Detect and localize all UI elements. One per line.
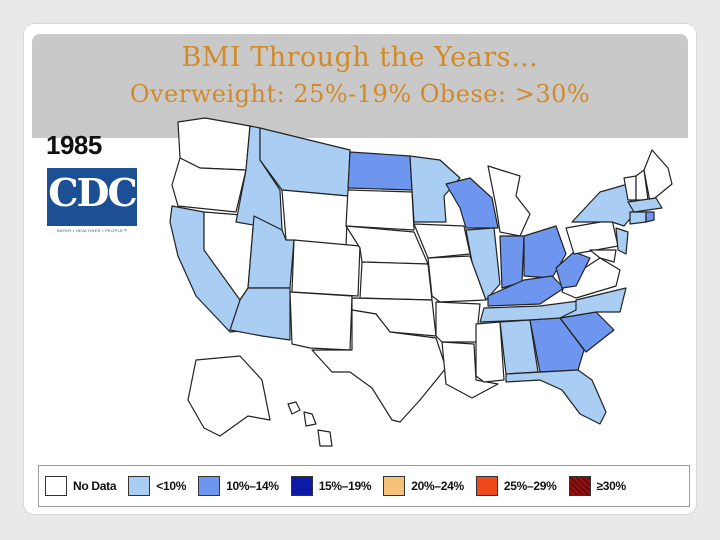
map-year: 1985: [46, 130, 102, 160]
legend-swatch: [475, 476, 498, 496]
cdc-logo-text: CDC: [48, 170, 137, 215]
legend-swatch: [383, 476, 406, 496]
state-hawaii-2: [303, 411, 317, 427]
state-maryland: [589, 249, 617, 263]
legend-label: 15%–19%: [318, 479, 372, 493]
state-alaska: [187, 355, 271, 437]
state-new-mexico: [289, 291, 353, 351]
legend-label: <10%: [156, 479, 187, 493]
state-oregon: [171, 157, 247, 213]
state-mississippi: [475, 321, 505, 383]
state-west-virginia: [555, 251, 591, 289]
legend-item: No Data: [45, 476, 117, 496]
state-kansas: [359, 261, 433, 301]
state-new-york: [571, 183, 635, 227]
state-connecticut: [629, 211, 647, 225]
legend-swatch: [128, 476, 151, 496]
legend-swatch: [290, 476, 313, 496]
legend-label: 10%–14%: [226, 479, 279, 493]
state-maine: [643, 149, 673, 203]
legend-item: 10%–14%: [198, 476, 279, 496]
state-colorado: [291, 239, 361, 297]
state-arizona: [229, 287, 291, 341]
legend-item: 25%–29%: [475, 476, 557, 496]
map-legend: No Data <10% 10%–14% 15%–19% 20%–24% 25%…: [38, 465, 690, 507]
legend-swatch: [45, 476, 67, 496]
state-wisconsin: [445, 177, 499, 229]
state-missouri: [427, 255, 487, 303]
title-banner: BMI Through the Years… Overweight: 25%-1…: [32, 34, 688, 138]
legend-swatch: [198, 476, 221, 496]
state-rhode-island: [645, 211, 655, 223]
state-indiana: [499, 235, 525, 289]
state-north-carolina: [559, 287, 627, 319]
slide-subtitle: Overweight: 25%-19% Obese: >30%: [129, 80, 591, 108]
legend-item: 15%–19%: [290, 476, 372, 496]
state-florida: [505, 369, 607, 425]
state-minnesota: [409, 155, 461, 223]
state-new-jersey: [615, 227, 629, 255]
state-wyoming: [281, 189, 349, 247]
state-south-dakota: [345, 189, 415, 231]
state-illinois: [465, 227, 501, 301]
legend-swatch: [568, 476, 591, 496]
legend-item: 20%–24%: [383, 476, 464, 496]
slide-title: BMI Through the Years…: [181, 42, 539, 73]
state-arkansas: [435, 301, 481, 343]
state-pennsylvania: [565, 219, 619, 255]
legend-label: 20%–24%: [411, 479, 464, 493]
state-hawaii: [287, 401, 301, 415]
legend-label: 25%–29%: [503, 479, 557, 493]
legend-item: ≥30%: [568, 476, 627, 496]
state-georgia: [529, 317, 585, 373]
state-north-dakota: [347, 151, 413, 191]
state-hawaii-3: [317, 429, 333, 447]
legend-label: No Data: [73, 479, 117, 493]
state-michigan: [487, 165, 531, 237]
cdc-logo: CDC: [47, 168, 138, 226]
legend-item: <10%: [128, 476, 186, 496]
cdc-logo-tagline: SAFER • HEALTHIER • PEOPLE™: [56, 228, 128, 233]
state-massachusetts: [627, 197, 663, 213]
legend-label: ≥30%: [596, 479, 627, 493]
state-louisiana: [441, 341, 499, 399]
state-texas: [311, 309, 447, 423]
